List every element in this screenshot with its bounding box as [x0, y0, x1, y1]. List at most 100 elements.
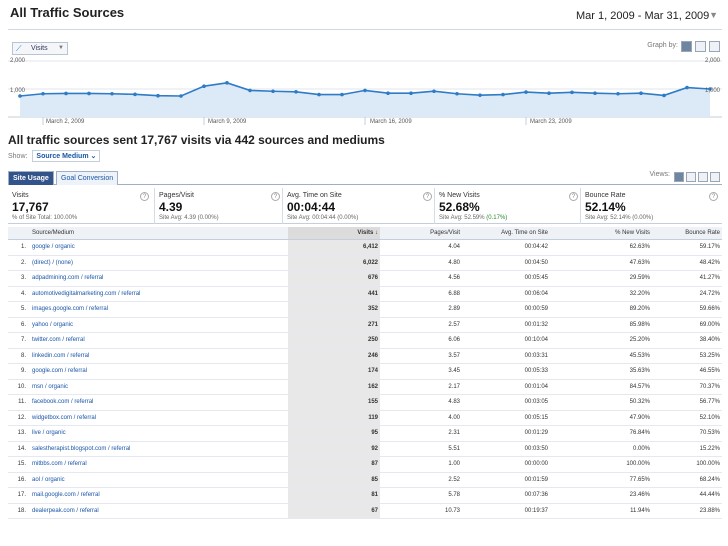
bounce-rate-value: 23.88% [699, 507, 720, 514]
avg-time-value: 00:01:29 [524, 430, 548, 436]
source-medium-link[interactable]: linkedin.com / referral [32, 352, 90, 359]
source-medium-link[interactable]: adpadmining.com / referral [32, 275, 104, 281]
avg-time-value: 00:04:50 [524, 259, 548, 266]
visits-value: 87 [371, 461, 378, 467]
graph-by-month-button[interactable] [709, 41, 720, 52]
source-medium-link[interactable]: images.google.com / referral [32, 306, 109, 312]
table-row: 9. google.com / referral 174 3.45 00:05:33 35… [8, 364, 722, 380]
source-medium-link[interactable]: salestherapist.blogspot.com / referral [32, 445, 131, 452]
col-header-bounce-rate[interactable]: Bounce Rate [685, 230, 720, 236]
col-header-avg-time[interactable]: Avg. Time on Site [501, 230, 548, 236]
visits-column-highlight [288, 317, 380, 332]
view-pie-button[interactable] [686, 172, 696, 182]
help-icon[interactable]: ? [271, 192, 280, 201]
avg-time-value: 00:10:04 [524, 337, 548, 343]
new-visits-value: 35.63% [629, 368, 650, 374]
source-medium-link[interactable]: twitter.com / referral [32, 337, 85, 343]
col-header-visits[interactable]: Visits ↓ [357, 230, 378, 236]
show-label: Show: [8, 153, 28, 160]
table-row: 2. (direct) / (none) 6,022 4.80 00:04:50 47.6… [8, 255, 722, 271]
visits-column-highlight [288, 227, 380, 239]
bounce-rate-value: 100.00% [696, 461, 720, 467]
source-medium-link[interactable]: live / organic [32, 430, 66, 436]
source-medium-link[interactable]: google / organic [32, 244, 75, 250]
tab-site-usage[interactable]: Site Usage [8, 171, 54, 185]
bounce-rate-value: 68.24% [699, 476, 720, 483]
date-range-picker[interactable]: Mar 1, 2009 - Mar 31, 2009 ▼ [572, 6, 722, 28]
pages-visit-value: 6.88 [448, 290, 460, 297]
visits-data-point [432, 89, 436, 94]
table-row: 10. msn / organic 162 2.17 00:01:04 84.57% 70.… [8, 379, 722, 395]
new-visits-value: 0.00% [632, 445, 650, 452]
visits-column-highlight [288, 240, 380, 255]
row-index: 5. [20, 306, 26, 312]
pages-visit-value: 5.51 [448, 445, 460, 452]
col-header-pages-visit[interactable]: Pages/Visit [430, 230, 460, 236]
pages-visit-value: 2.17 [448, 383, 460, 390]
source-medium-link[interactable]: yahoo / organic [32, 321, 74, 328]
visits-data-point [593, 91, 597, 95]
help-icon[interactable]: ? [140, 192, 149, 201]
source-medium-link[interactable]: dealerpeak.com / referral [32, 507, 99, 514]
metric-sub-text: Site Avg: 52.59% [439, 215, 485, 221]
metric-sub: Site Avg: 4.39 (0.00%) [159, 215, 219, 221]
x-tick-label: March 16, 2009 [370, 119, 412, 125]
source-medium-link[interactable]: automotivedigitalmarketing.com / referra… [32, 290, 141, 297]
help-icon[interactable]: ? [709, 192, 718, 201]
view-table-button[interactable] [674, 172, 684, 182]
visits-value: 6,412 [362, 244, 378, 250]
source-medium-link[interactable]: msn / organic [32, 383, 69, 390]
source-medium-link[interactable]: mitbbs.com / referral [32, 461, 87, 467]
help-icon[interactable]: ? [423, 192, 432, 201]
row-index: 2. [20, 259, 26, 266]
table-row: 13. live / organic 95 2.31 00:01:29 76.84% 70.… [8, 426, 722, 442]
row-index: 14. [17, 445, 26, 452]
metric-sub-delta: (0.17%) [486, 215, 508, 221]
metric-name: Pages/Visit [159, 192, 194, 199]
visits-data-point [156, 93, 160, 98]
source-medium-link[interactable]: aol / organic [32, 476, 65, 483]
row-index: 3. [20, 275, 26, 281]
graph-by-day-button[interactable] [681, 41, 692, 52]
dimension-selector[interactable]: Source Medium ⌄ [32, 150, 101, 162]
visits-value: 67 [371, 507, 378, 514]
source-medium-link[interactable]: (direct) / (none) [32, 259, 74, 266]
x-tick-label: March 2, 2009 [46, 119, 85, 125]
avg-time-value: 00:06:04 [524, 290, 548, 297]
visits-column-highlight [288, 255, 380, 270]
source-medium-link[interactable]: facebook.com / referral [32, 399, 94, 405]
visits-value: 271 [367, 321, 378, 328]
col-header-new-visits[interactable]: % New Visits [615, 230, 650, 236]
visits-data-point [340, 92, 344, 97]
row-index: 6. [20, 321, 26, 328]
new-visits-value: 47.63% [629, 259, 650, 266]
y-tick-right-top: 2,000 [704, 58, 720, 64]
metric-value: 52.14% [585, 200, 626, 214]
bounce-rate-value: 24.72% [699, 290, 720, 297]
view-comparison-button[interactable] [710, 172, 720, 182]
metric-name: Avg. Time on Site [287, 192, 342, 199]
source-medium-link[interactable]: widgetbox.com / referral [32, 414, 97, 421]
tab-goal-conversion[interactable]: Goal Conversion [56, 171, 119, 185]
avg-time-value: 00:00:59 [524, 306, 548, 312]
view-performance-button[interactable] [698, 172, 708, 182]
visits-value: 162 [367, 383, 378, 390]
report-header: All Traffic Sources Mar 1, 2009 - Mar 31… [8, 2, 722, 30]
source-medium-link[interactable]: google.com / referral [32, 368, 88, 374]
metric-selector[interactable]: ⟋ Visits ▼ [12, 42, 68, 55]
pages-visit-value: 4.83 [448, 399, 460, 405]
help-icon[interactable]: ? [569, 192, 578, 201]
col-header-source[interactable]: Source/Medium [32, 230, 75, 236]
source-medium-link[interactable]: mail.google.com / referral [32, 492, 100, 498]
y-tick-left-mid: 1,000 [10, 88, 26, 94]
show-row: Show: Source Medium ⌄ [8, 150, 101, 162]
table-row: 14. salestherapist.blogspot.com / referra… [8, 441, 722, 457]
new-visits-value: 85.98% [629, 321, 650, 328]
pages-visit-value: 4.80 [448, 259, 460, 266]
graph-by-week-button[interactable] [695, 41, 706, 52]
metric-sub: % of Site Total: 100.00% [12, 215, 78, 221]
bounce-rate-value: 15.22% [699, 445, 720, 452]
avg-time-value: 00:03:31 [524, 352, 548, 359]
visits-column-highlight [288, 488, 380, 503]
visits-data-point [225, 81, 229, 85]
